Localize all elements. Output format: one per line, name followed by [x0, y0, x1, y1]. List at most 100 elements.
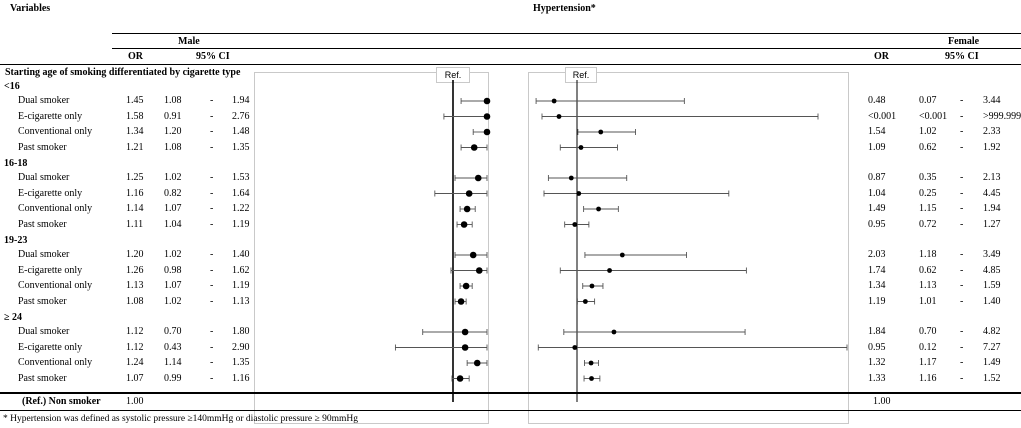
male-ci-dash: - — [210, 95, 214, 106]
female-ci-dash: - — [960, 341, 964, 353]
female-ci-high: 3.49 — [983, 249, 1001, 260]
row-label: E-cigarette only — [18, 187, 83, 199]
row-label: Past smoker — [18, 372, 67, 384]
male-ci-header: 95% CI — [196, 51, 230, 62]
female-or-point — [572, 345, 578, 350]
female-or-point — [619, 252, 625, 258]
female-ci-low: 0.25 — [919, 187, 937, 199]
female-ci-high: 1.92 — [983, 141, 1001, 153]
footnote: * Hypertension was defined as systolic p… — [3, 414, 359, 424]
male-ci-dash: - — [210, 172, 214, 183]
header-rule-bottom — [0, 64, 1021, 65]
male-ci-low: 0.70 — [164, 326, 182, 337]
table-rule-bottom — [0, 392, 1021, 394]
male-ci-low: 1.02 — [164, 172, 182, 183]
row-label: Past smoker — [18, 141, 67, 153]
male-forest-panel — [254, 72, 489, 424]
female-ci-high: 1.59 — [983, 280, 1001, 291]
male-ci-low: 1.07 — [164, 203, 182, 214]
male-ci-dash: - — [210, 141, 214, 153]
female-ci-dash: - — [960, 264, 964, 276]
female-or-point — [578, 145, 584, 150]
male-or-value: 1.12 — [126, 326, 144, 337]
male-or-value: 1.34 — [126, 126, 144, 137]
female-or-point — [576, 191, 582, 196]
female-ci-low: 0.07 — [919, 95, 937, 106]
female-ci-low: 1.01 — [919, 295, 937, 307]
female-or-value: 1.49 — [868, 203, 886, 214]
male-or-point — [456, 375, 464, 382]
male-ci-low: 1.20 — [164, 126, 182, 137]
male-or-point — [473, 359, 481, 367]
female-ci-low: 1.13 — [919, 280, 937, 291]
female-or-value: 0.95 — [868, 218, 886, 230]
row-label: Past smoker — [18, 295, 67, 307]
ref-row-male-or: 1.00 — [126, 396, 144, 407]
female-or-value: 1.74 — [868, 264, 886, 276]
female-forest-panel — [528, 72, 849, 424]
female-ci-low: 0.12 — [919, 341, 937, 353]
male-ci-dash: - — [210, 295, 214, 307]
male-ci-low: 0.43 — [164, 341, 182, 353]
row-label: Conventional only — [18, 203, 93, 214]
female-or-value: 1.34 — [868, 280, 886, 291]
female-ref-label: Ref. — [565, 67, 597, 83]
female-ci-high: 4.82 — [983, 326, 1001, 337]
row-label: Dual smoker — [18, 249, 70, 260]
ref-row-label: (Ref.) Non smoker — [22, 396, 101, 407]
row-label: Conventional only — [18, 357, 93, 368]
female-or-point — [568, 175, 574, 181]
male-ci-high: 1.13 — [232, 295, 250, 307]
row-label: Dual smoker — [18, 172, 70, 183]
male-ci-low: 1.02 — [164, 295, 182, 307]
male-or-value: 1.25 — [126, 172, 144, 183]
male-or-point — [483, 128, 491, 136]
row-label: E-cigarette only — [18, 341, 83, 353]
female-or-value: 1.04 — [868, 187, 886, 199]
male-ci-dash: - — [210, 110, 214, 122]
male-or-value: 1.24 — [126, 357, 144, 368]
female-ci-low: 0.70 — [919, 326, 937, 337]
female-or-value: 1.09 — [868, 141, 886, 153]
female-ci-low: 1.16 — [919, 372, 937, 384]
row-label: E-cigarette only — [18, 110, 83, 122]
row-label: Past smoker — [18, 218, 67, 230]
female-ci-dash: - — [960, 141, 964, 153]
male-ci-low: 1.08 — [164, 95, 182, 106]
female-ci-high: 4.85 — [983, 264, 1001, 276]
male-ci-low: 0.98 — [164, 264, 182, 276]
female-ci-high: 3.44 — [983, 95, 1001, 106]
female-or-header: OR — [874, 51, 889, 62]
male-ci-dash: - — [210, 187, 214, 199]
female-or-point — [551, 98, 557, 104]
female-ci-dash: - — [960, 126, 964, 137]
female-ci-high: 4.45 — [983, 187, 1001, 199]
female-ci-high: 1.27 — [983, 218, 1001, 230]
female-or-point — [589, 376, 594, 381]
male-ci-low: 1.07 — [164, 280, 182, 291]
female-ci-dash: - — [960, 187, 964, 199]
female-or-point — [556, 114, 562, 119]
male-or-point — [462, 282, 470, 290]
female-ci-high: 7.27 — [983, 341, 1001, 353]
female-or-point — [596, 206, 601, 212]
row-label: Conventional only — [18, 126, 93, 137]
female-ci-dash: - — [960, 110, 964, 122]
male-ci-dash: - — [210, 357, 214, 368]
male-or-point — [475, 267, 483, 274]
section-title: Starting age of smoking differentiated b… — [5, 67, 241, 78]
male-ci-dash: - — [210, 264, 214, 276]
female-ci-dash: - — [960, 280, 964, 291]
female-or-value: <0.001 — [868, 110, 897, 122]
female-ci-high: 2.33 — [983, 126, 1001, 137]
table-rule-final — [0, 410, 1021, 411]
male-or-value: 1.14 — [126, 203, 144, 214]
male-or-point — [483, 97, 491, 105]
male-ci-high: 1.16 — [232, 372, 250, 384]
male-or-value: 1.58 — [126, 110, 144, 122]
male-or-point — [461, 344, 469, 351]
male-or-point — [469, 251, 477, 259]
female-or-point — [572, 222, 578, 227]
male-or-value: 1.21 — [126, 141, 144, 153]
male-ci-low: 0.91 — [164, 110, 182, 122]
